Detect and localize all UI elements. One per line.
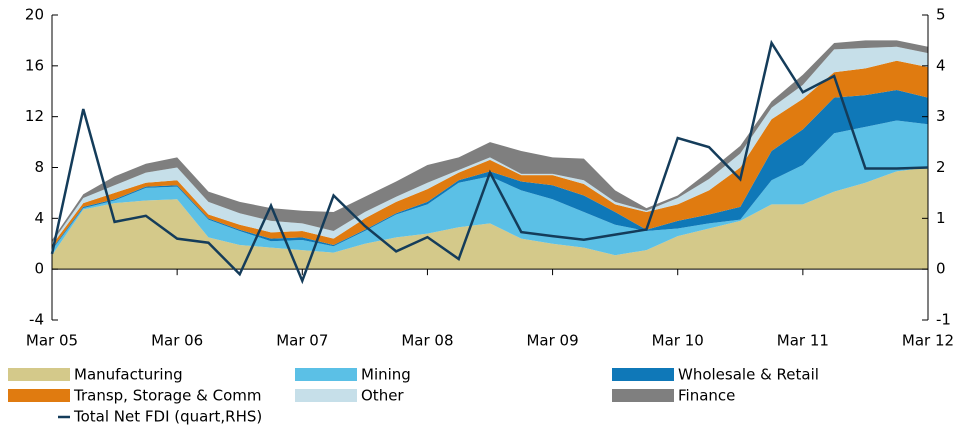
legend-swatch <box>612 389 674 402</box>
x-tick-label: Mar 10 <box>652 332 704 350</box>
x-tick-label: Mar 12 <box>902 332 954 350</box>
y2-tick-label: 0 <box>936 260 946 278</box>
area <box>52 120 928 256</box>
y2-tick-label: 4 <box>936 56 946 74</box>
legend-label: Other <box>361 387 404 405</box>
y2-tick-label: -1 <box>936 311 951 329</box>
y-tick-label: 0 <box>34 260 44 278</box>
y-tick-label: 12 <box>25 107 44 125</box>
legend-swatch <box>612 368 674 381</box>
x-tick-label: Mar 05 <box>26 332 78 350</box>
legend-swatch <box>8 389 70 402</box>
y-tick-label: 20 <box>25 6 44 24</box>
y2-tick-label: 5 <box>936 6 946 24</box>
y2-tick-label: 2 <box>936 158 946 176</box>
legend-label: Mining <box>361 366 411 384</box>
area <box>52 167 928 270</box>
legend-label: Transp, Storage & Comm <box>73 387 262 405</box>
x-tick-label: Mar 06 <box>151 332 203 350</box>
legend-label: Finance <box>678 387 735 405</box>
area <box>52 89 928 251</box>
y-tick-label: -4 <box>29 311 44 329</box>
legend-swatch <box>295 368 357 381</box>
y-tick-label: 4 <box>34 209 44 227</box>
area <box>52 46 928 246</box>
area <box>52 60 928 249</box>
legend-label: Total Net FDI (quart,RHS) <box>73 408 262 426</box>
x-tick-label: Mar 07 <box>276 332 328 350</box>
line <box>50 39 929 285</box>
y-tick-label: 16 <box>25 56 44 74</box>
legend-label: Manufacturing <box>74 366 183 384</box>
y-tick-label: 8 <box>34 158 44 176</box>
y2-tick-label: 3 <box>936 107 946 125</box>
y2-tick-label: 1 <box>936 209 946 227</box>
legend-swatch <box>8 368 70 381</box>
legend-swatch <box>295 389 357 402</box>
x-tick-label: Mar 08 <box>401 332 453 350</box>
legend-label: Wholesale & Retail <box>678 366 819 384</box>
x-tick-label: Mar 09 <box>526 332 578 350</box>
x-tick-label: Mar 11 <box>777 332 829 350</box>
